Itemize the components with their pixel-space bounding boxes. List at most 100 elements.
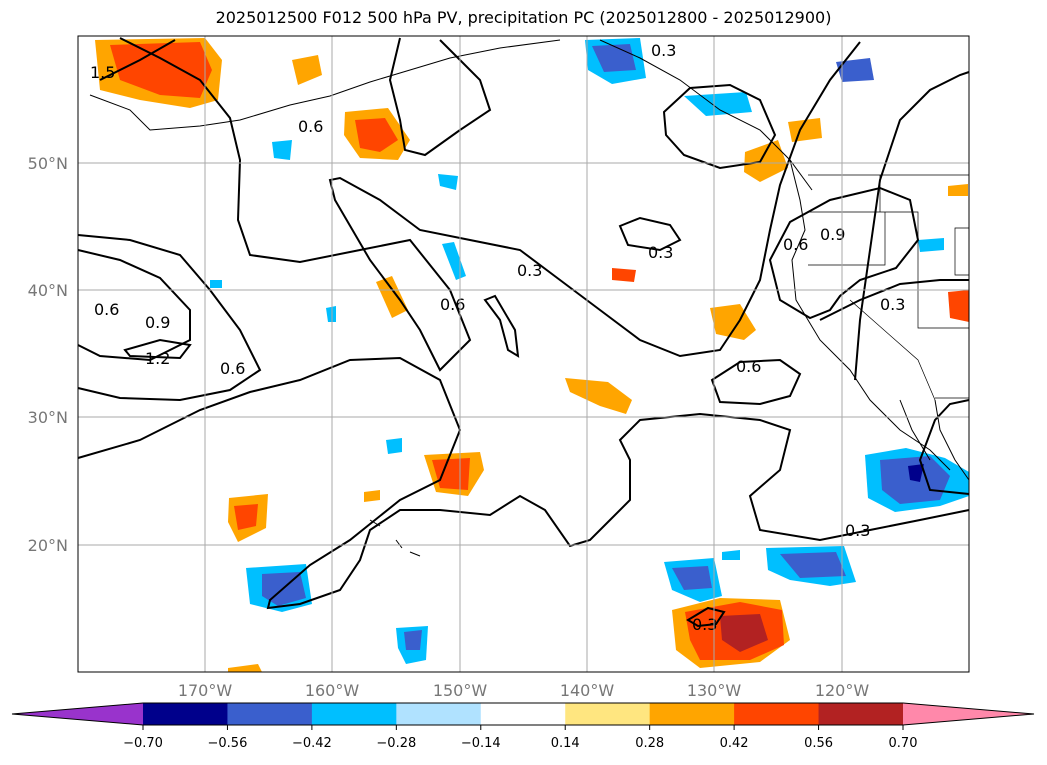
precip-patch — [386, 438, 402, 454]
precip-patch — [788, 118, 822, 142]
lat-label: 50°N — [28, 154, 68, 173]
borders — [808, 174, 970, 401]
lat-label: 40°N — [28, 281, 68, 300]
pv-contour — [99, 39, 176, 81]
precip-patch — [612, 268, 636, 282]
lat-labels: 50°N 40°N 30°N 20°N — [28, 154, 68, 555]
colorbar-tick-label: −0.42 — [292, 736, 332, 751]
contour-label: 0.3 — [517, 261, 542, 280]
map-frame — [77, 35, 970, 673]
colorbar-tick-label: −0.28 — [376, 736, 416, 751]
precip-positive-patches — [95, 38, 969, 672]
pv-contour — [77, 234, 262, 402]
precip-patch — [292, 55, 322, 85]
gridlines — [78, 36, 969, 672]
contour-label: 0.3 — [845, 521, 870, 540]
pv-contour — [388, 37, 492, 157]
colorbar-extend-high — [903, 703, 1034, 725]
contour-label: 0.6 — [736, 357, 761, 376]
lon-labels: 170°W 160°W 150°W 140°W 130°W 120°W — [178, 681, 870, 700]
precip-patch — [110, 42, 212, 98]
colorbar-tick-label: −0.70 — [123, 736, 163, 751]
coastline-alaska — [89, 39, 561, 131]
colorbar-box — [227, 703, 313, 725]
contour-label: 0.6 — [783, 235, 808, 254]
contour-label: 1.5 — [90, 63, 115, 82]
precip-patch — [326, 306, 336, 322]
precip-patch — [404, 630, 422, 650]
contour-label: 0.3 — [651, 41, 676, 60]
pv-contour — [819, 279, 969, 321]
precip-patch — [918, 238, 944, 252]
contour-label: 0.3 — [880, 295, 905, 314]
coastline-mexico — [934, 399, 970, 481]
pv-contours — [77, 37, 970, 628]
colorbar-tick-label: −0.14 — [461, 736, 501, 751]
precip-patch — [948, 184, 968, 196]
precip-patch — [438, 174, 458, 190]
precip-patch — [684, 92, 752, 116]
precip-patch — [908, 464, 924, 482]
colorbar-box — [734, 703, 820, 725]
colorbar-box — [649, 703, 735, 725]
border-states — [808, 175, 970, 329]
contour-label: 0.9 — [145, 313, 170, 332]
pv-contour — [710, 358, 802, 406]
lat-label: 30°N — [28, 408, 68, 427]
precip-patch — [948, 290, 969, 322]
precip-patch — [836, 58, 874, 82]
contour-label: 1.2 — [145, 349, 170, 368]
colorbar-box — [565, 703, 651, 725]
colorbar: −0.70 −0.56 −0.42 −0.28 −0.14 0.14 0.28 0.42 0.5… — [11, 702, 1035, 751]
pv-contour — [918, 399, 970, 495]
pv-contour — [77, 356, 970, 610]
map-panel: 0.6 0.6 0.9 1.2 0.6 0.6 0.3 0.3 0.6 0.6 … — [77, 35, 970, 673]
colorbar-tick-label: 0.14 — [551, 736, 580, 751]
pv-contour — [483, 294, 520, 358]
precip-patch — [744, 140, 788, 182]
border-california — [849, 299, 936, 401]
pv-contour — [123, 338, 192, 360]
lon-label: 140°W — [560, 681, 615, 700]
contour-labels: 0.6 0.6 0.9 1.2 0.6 0.6 0.3 0.3 0.6 0.6 … — [90, 41, 905, 634]
contour-label: 0.3 — [648, 243, 673, 262]
precip-patch — [672, 566, 712, 590]
lat-label: 20°N — [28, 536, 68, 555]
coastline-bc — [789, 159, 951, 471]
colorbar-tick-label: 0.42 — [720, 736, 749, 751]
lon-label: 150°W — [433, 681, 488, 700]
lon-label: 170°W — [178, 681, 233, 700]
colorbar-tick-label: 0.56 — [804, 736, 833, 751]
precip-patch — [234, 504, 258, 530]
precip-patch — [722, 550, 740, 560]
colorbar-box — [311, 703, 397, 725]
precip-patch — [228, 664, 262, 672]
precip-patch — [780, 552, 846, 578]
pv-contour — [768, 186, 920, 320]
pv-contour — [77, 249, 191, 362]
precip-patch — [272, 140, 292, 160]
pv-contour — [854, 71, 970, 381]
contour-label: 0.9 — [820, 225, 845, 244]
colorbar-box — [396, 703, 482, 725]
colorbar-box — [480, 703, 566, 725]
contour-label: 0.3 — [692, 615, 717, 634]
contour-label: 0.6 — [440, 295, 465, 314]
colorbar-tick-label: −0.56 — [208, 736, 248, 751]
lon-label: 120°W — [815, 681, 870, 700]
pv-contour — [119, 37, 861, 372]
lon-label: 130°W — [687, 681, 742, 700]
contour-label: 0.6 — [220, 359, 245, 378]
colorbar-tick-label: 0.70 — [889, 736, 918, 751]
precip-patch — [210, 280, 222, 288]
precip-patch — [355, 118, 398, 152]
precip-patch — [720, 614, 768, 652]
colorbar-box — [143, 703, 228, 725]
contour-label: 0.6 — [94, 300, 119, 319]
colorbar-tick-label: 0.28 — [635, 736, 664, 751]
figure-title: 2025012500 F012 500 hPa PV, precipitatio… — [215, 8, 832, 27]
pv-contour — [662, 83, 777, 170]
pv-contour — [686, 606, 726, 628]
pv-contour — [618, 216, 682, 252]
